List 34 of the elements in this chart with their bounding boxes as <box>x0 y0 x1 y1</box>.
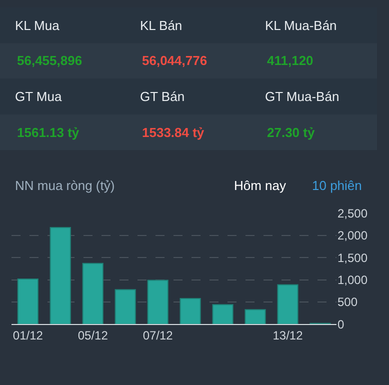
bar <box>147 280 168 324</box>
text: 10 phiên <box>312 178 362 193</box>
bar <box>212 304 234 324</box>
y-tick-label: 500 <box>337 295 358 310</box>
text: Hôm nay <box>234 178 287 193</box>
bar <box>50 226 71 324</box>
x-tick-label: 13/12 <box>272 328 304 343</box>
text: GT Mua <box>15 89 62 104</box>
chart-title: NN mua ròng (tỷ) <box>15 178 115 193</box>
bar <box>17 278 38 324</box>
bar <box>114 289 136 324</box>
text: 411,120 <box>267 53 314 68</box>
y-tick-label: 2,000 <box>337 228 368 243</box>
text: 56,455,896 <box>17 53 82 68</box>
text: GT Bán <box>140 89 185 104</box>
y-tick-label: 2,500 <box>337 206 368 220</box>
x-tick-label: 05/12 <box>78 328 108 343</box>
x-tick-label: 07/12 <box>142 328 174 343</box>
text: KL Bán <box>140 18 182 33</box>
text: GT Mua-Bán <box>265 89 340 104</box>
text: 27.30 tỷ <box>267 125 316 140</box>
y-tick-label: 0 <box>337 317 344 332</box>
text: 56,044,776 <box>142 53 208 68</box>
text: 1561.13 tỷ <box>17 125 80 140</box>
bar <box>180 298 201 324</box>
text: KL Mua <box>15 18 60 33</box>
bar <box>244 309 266 324</box>
text: 1533.84 tỷ <box>142 125 205 140</box>
y-tick-label: 1,000 <box>337 273 368 288</box>
bar <box>82 262 104 324</box>
bar <box>277 284 298 324</box>
x-tick-label: 01/12 <box>12 328 44 343</box>
text: KL Mua-Bán <box>265 18 337 33</box>
y-tick-label: 1,500 <box>337 250 368 265</box>
